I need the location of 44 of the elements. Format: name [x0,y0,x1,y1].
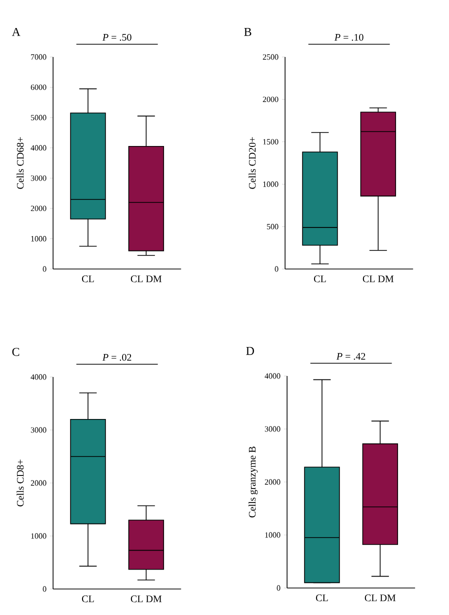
y-tick-label: 500 [267,224,278,230]
chart-title: B [244,28,252,36]
x-tick-label: CL DM [130,276,162,282]
y-tick-label: 1000 [263,182,278,187]
chart-title: D [246,346,254,355]
x-tick-label: CL [82,596,94,602]
y-tick-label: 3000 [264,426,280,432]
y-axis-title: Cells CD8+ [16,460,24,506]
y-tick-label: 2000 [264,479,280,485]
y-tick-label: 0 [42,586,46,592]
y-tick-label: 4000 [30,145,46,151]
y-tick-label: 5000 [31,114,46,120]
y-tick-label: 1500 [263,139,278,144]
chart-title: C [12,348,20,356]
chart-title: A [12,28,20,36]
y-tick-label: 0 [274,266,278,272]
y-tick-label: 4000 [264,373,280,379]
y-tick-label: 1000 [31,236,46,242]
y-tick-label: 4000 [30,374,46,380]
y-axis-title: Cells CD20+ [248,137,256,189]
y-axis-title: Cells granzyme B [248,446,258,518]
x-tick-label: CL DM [130,596,162,602]
y-tick-label: 0 [276,585,280,591]
text: P = .42 [336,352,366,360]
y-tick-label: 3000 [30,175,46,181]
x-tick-label: CL [314,276,326,282]
y-tick-label: 7000 [31,54,46,60]
y-tick-label: 1000 [31,533,46,539]
text: P = .50 [102,34,132,41]
text: P = .10 [334,34,364,41]
y-tick-label: 3000 [30,427,46,433]
y-tick-label: 2000 [262,96,278,102]
y-tick-label: 2000 [30,206,46,212]
y-tick-label: 1000 [265,532,280,538]
y-tick-label: 0 [42,266,46,272]
y-axis-title: Cells CD68+ [16,137,24,189]
x-tick-label: CL [82,276,94,282]
text: P = .02 [102,354,132,361]
x-tick-label: CL DM [362,276,394,282]
x-tick-label: CL DM [364,594,396,602]
y-tick-label: 2000 [30,480,46,486]
y-tick-label: 2500 [262,54,278,60]
x-tick-label: CL [316,594,328,602]
y-tick-label: 6000 [30,84,46,90]
